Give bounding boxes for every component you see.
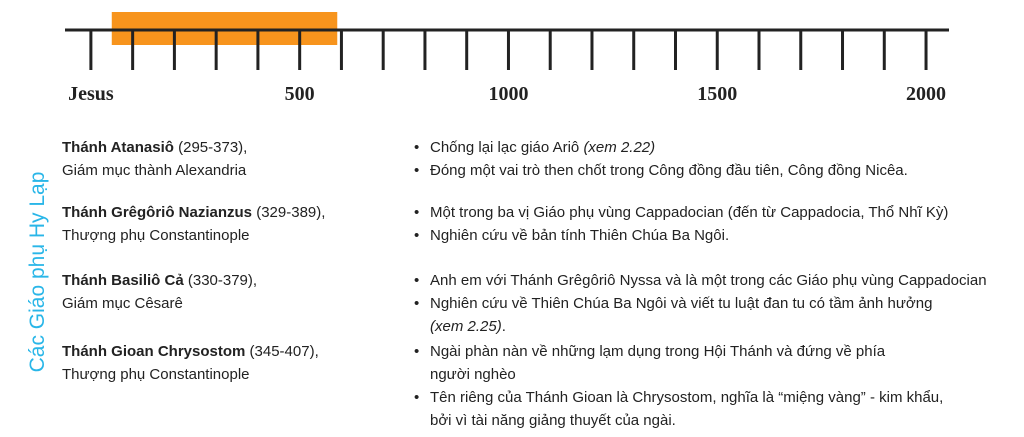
bullet-line: Anh em với Thánh Grêgôriô Nyssa và là mộ… xyxy=(430,270,987,292)
tick-label: 2000 xyxy=(906,83,946,105)
father-title: Thượng phụ Constantinople xyxy=(62,227,250,244)
bullet-line: Nghiên cứu về bản tính Thiên Chúa Ba Ngô… xyxy=(430,225,729,247)
bullet-line: Chống lại lạc giáo Ariô (xem 2.22) xyxy=(430,137,655,159)
bullet-line: người nghèo xyxy=(430,364,516,386)
tick-label: 1000 xyxy=(488,83,528,105)
father-heading: Thánh Grêgôriô Nazianzus (329-389), xyxy=(62,202,325,224)
timeline: Jesus 500 1000 1500 2000 xyxy=(65,12,949,105)
bullet-line: Ngài phàn nàn về những lạm dụng trong Hộ… xyxy=(430,341,885,363)
father-name: Thánh Grêgôriô Nazianzus xyxy=(62,204,253,221)
bullet-line: Tên riêng của Thánh Gioan là Chrysostom,… xyxy=(430,387,943,409)
bullet-text: bởi vì tài năng giảng thuyết của ngài. xyxy=(430,412,676,429)
bullet-dot: • xyxy=(414,343,420,360)
bullet-text: Tên riêng của Thánh Gioan là Chrysostom,… xyxy=(430,389,944,406)
bullet-dot: • xyxy=(414,227,420,244)
bullet-dot: • xyxy=(414,204,420,221)
father-name: Thánh Atanasiô xyxy=(62,139,174,156)
father-title: Giám mục thành Alexandria xyxy=(62,160,246,182)
father-title: Thượng phụ Constantinople xyxy=(62,366,250,383)
father-title: Thượng phụ Constantinople xyxy=(62,364,250,386)
father-title: Giám mục thành Alexandria xyxy=(62,162,247,179)
bullet-text: . xyxy=(501,318,506,335)
father-dates: (295-373), xyxy=(178,139,248,156)
bullet-dot: • xyxy=(414,162,420,179)
father-title: Giám mục Cêsarê xyxy=(62,293,183,315)
father-heading: Thánh Basiliô Cả (330-379), xyxy=(62,270,257,292)
bullet-text: Đóng một vai trò then chốt trong Công đồ… xyxy=(430,162,908,179)
father-title: Giám mục Cêsarê xyxy=(62,295,183,312)
tick-label: Jesus xyxy=(68,83,114,105)
bullet-dot: • xyxy=(414,272,420,289)
father-heading: Thánh Gioan Chrysostom (345-407), xyxy=(62,341,319,363)
bullet-line: (xem 2.25). xyxy=(430,316,506,338)
reference: (xem 2.22) xyxy=(583,139,656,156)
bullet-line: bởi vì tài năng giảng thuyết của ngài. xyxy=(430,410,676,432)
father-title: Thượng phụ Constantinople xyxy=(62,225,250,247)
father-dates: (329-389), xyxy=(256,204,326,221)
bullet-text: Chống lại lạc giáo Ariô xyxy=(430,139,584,156)
bullet-line: Một trong ba vị Giáo phụ vùng Cappadocia… xyxy=(430,202,948,224)
father-name: Thánh Basiliô Cả xyxy=(62,272,184,289)
reference: (xem 2.25) xyxy=(430,318,502,335)
side-title: Các Giáo phụ Hy Lạp xyxy=(26,171,49,373)
father-heading: Thánh Atanasiô (295-373), xyxy=(62,137,247,159)
bullet-text: Ngài phàn nàn về những lạm dụng trong Hộ… xyxy=(430,343,886,360)
tick-label: 500 xyxy=(285,83,315,105)
tick-label: 1500 xyxy=(697,83,737,105)
father-dates: (330-379), xyxy=(187,272,258,289)
bullet-text: Một trong ba vị Giáo phụ vùng Cappadocia… xyxy=(430,204,949,221)
bullet-text: Nghiên cứu về bản tính Thiên Chúa Ba Ngô… xyxy=(430,227,730,244)
father-dates: (345-407), xyxy=(249,343,319,360)
bullet-dot: • xyxy=(414,295,420,312)
bullet-line: Đóng một vai trò then chốt trong Công đồ… xyxy=(430,160,908,182)
bullet-text: Nghiên cứu về Thiên Chúa Ba Ngôi và viết… xyxy=(430,295,933,312)
bullet-line: Nghiên cứu về Thiên Chúa Ba Ngôi và viết… xyxy=(430,293,932,315)
bullet-text: người nghèo xyxy=(430,366,516,383)
father-name: Thánh Gioan Chrysostom xyxy=(62,343,246,360)
bullet-dot: • xyxy=(414,139,420,156)
bullet-text: Anh em với Thánh Grêgôriô Nyssa và là mộ… xyxy=(430,272,987,289)
bullet-dot: • xyxy=(414,389,420,406)
